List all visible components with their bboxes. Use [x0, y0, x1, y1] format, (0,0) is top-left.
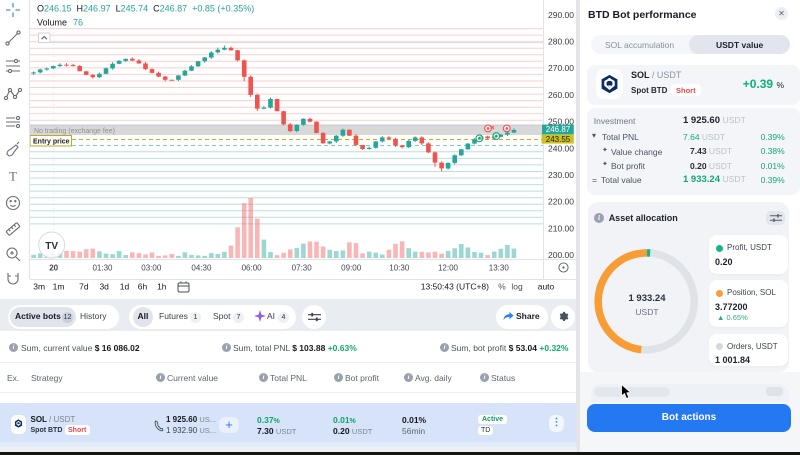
- svg-text:270.00: 270.00: [548, 63, 574, 73]
- svg-text:%: %: [498, 282, 506, 292]
- svg-text:Entry price: Entry price: [33, 139, 70, 146]
- svg-text:13:30: 13:30: [489, 264, 510, 273]
- svg-text:280.00: 280.00: [548, 37, 574, 47]
- svg-text:20: 20: [49, 264, 58, 273]
- svg-text:230.00: 230.00: [548, 170, 574, 180]
- svg-text:07:30: 07:30: [292, 264, 313, 273]
- svg-text:T: T: [9, 169, 17, 184]
- svg-text:TV: TV: [45, 241, 58, 252]
- svg-text:1h: 1h: [157, 282, 167, 292]
- svg-text:246.87: 246.87: [546, 125, 571, 134]
- svg-text:log: log: [511, 282, 523, 292]
- svg-text:04:30: 04:30: [191, 264, 212, 273]
- svg-text:1m: 1m: [53, 282, 65, 292]
- svg-text:250.00: 250.00: [548, 117, 574, 127]
- svg-text:12:00: 12:00: [438, 264, 459, 273]
- svg-text:210.00: 210.00: [548, 223, 574, 233]
- svg-text:7d: 7d: [79, 282, 89, 292]
- svg-text:01:30: 01:30: [92, 264, 113, 273]
- svg-text:200.00: 200.00: [548, 250, 574, 260]
- svg-text:1d: 1d: [120, 282, 130, 292]
- svg-text:3d: 3d: [99, 282, 109, 292]
- svg-text:10:30: 10:30: [389, 264, 410, 273]
- svg-text:03:00: 03:00: [141, 264, 162, 273]
- svg-text:290.00: 290.00: [548, 10, 574, 20]
- svg-text:No trading (exchange fee): No trading (exchange fee): [34, 128, 115, 135]
- svg-text:243.55: 243.55: [546, 135, 571, 144]
- svg-text:09:00: 09:00: [341, 264, 362, 273]
- svg-text:220.00: 220.00: [548, 197, 574, 207]
- svg-text:260.00: 260.00: [548, 90, 574, 100]
- svg-text:240.00: 240.00: [548, 143, 574, 153]
- svg-text:3m: 3m: [33, 282, 45, 292]
- svg-text:13:50:43 (UTC+8): 13:50:43 (UTC+8): [421, 282, 489, 292]
- svg-text:06:00: 06:00: [242, 264, 263, 273]
- svg-text:auto: auto: [538, 282, 555, 292]
- svg-text:6h: 6h: [138, 282, 148, 292]
